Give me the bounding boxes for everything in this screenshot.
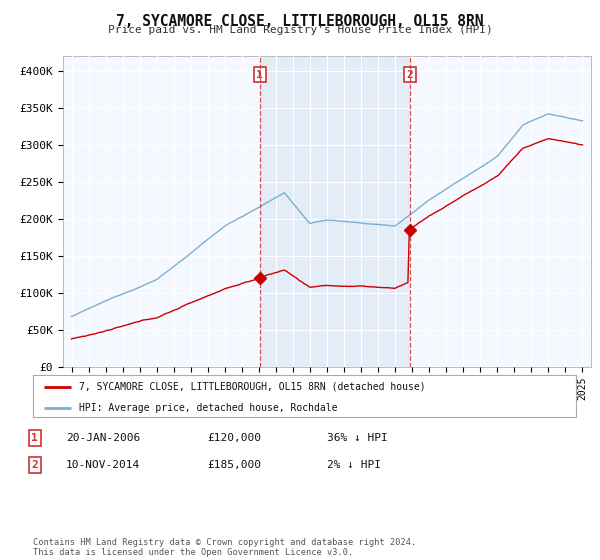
Text: 20-JAN-2006: 20-JAN-2006 bbox=[66, 433, 140, 443]
Text: 7, SYCAMORE CLOSE, LITTLEBOROUGH, OL15 8RN: 7, SYCAMORE CLOSE, LITTLEBOROUGH, OL15 8… bbox=[116, 14, 484, 29]
Bar bbox=[260, 56, 410, 367]
Text: 36% ↓ HPI: 36% ↓ HPI bbox=[327, 433, 388, 443]
Text: 1: 1 bbox=[256, 69, 263, 80]
Text: 10-NOV-2014: 10-NOV-2014 bbox=[66, 460, 140, 470]
Text: £120,000: £120,000 bbox=[207, 433, 261, 443]
Text: 1: 1 bbox=[31, 433, 38, 443]
Text: 7, SYCAMORE CLOSE, LITTLEBOROUGH, OL15 8RN (detached house): 7, SYCAMORE CLOSE, LITTLEBOROUGH, OL15 8… bbox=[79, 382, 426, 392]
Text: Contains HM Land Registry data © Crown copyright and database right 2024.
This d: Contains HM Land Registry data © Crown c… bbox=[33, 538, 416, 557]
Text: 2: 2 bbox=[31, 460, 38, 470]
Text: 2% ↓ HPI: 2% ↓ HPI bbox=[327, 460, 381, 470]
Text: 2: 2 bbox=[406, 69, 413, 80]
Text: HPI: Average price, detached house, Rochdale: HPI: Average price, detached house, Roch… bbox=[79, 403, 338, 413]
Text: £185,000: £185,000 bbox=[207, 460, 261, 470]
Text: Price paid vs. HM Land Registry's House Price Index (HPI): Price paid vs. HM Land Registry's House … bbox=[107, 25, 493, 35]
